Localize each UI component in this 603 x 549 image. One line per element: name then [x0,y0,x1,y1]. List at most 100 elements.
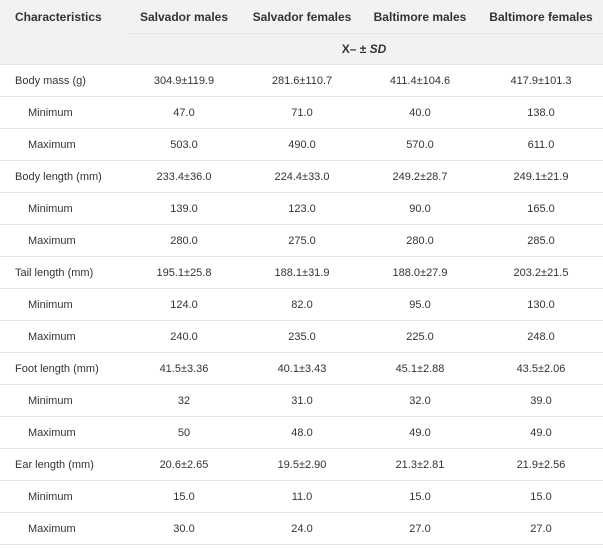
stat-header-row: X– ± SD [0,33,603,65]
header-row: Characteristics Salvador males Salvador … [0,0,603,34]
cell-baltimore-females: 611.0 [479,128,603,161]
cell-baltimore-females: 165.0 [479,192,603,225]
header-baltimore-females: Baltimore females [479,0,603,34]
cell-salvador-females: 235.0 [243,320,361,353]
cell-baltimore-males: 95.0 [361,288,479,321]
cell-baltimore-males: 21.3±2.81 [361,448,479,481]
cell-salvador-females: 188.1±31.9 [243,256,361,289]
row-label: Tail length (mm) [0,256,125,289]
row-label: Foot length (mm) [0,352,125,385]
cell-baltimore-males: 32.0 [361,384,479,417]
header-baltimore-males: Baltimore males [361,0,479,34]
row-label: Maximum [0,320,125,353]
table-row: Minimum 124.0 82.0 95.0 130.0 [0,288,603,321]
cell-baltimore-females: 138.0 [479,96,603,129]
table-row: Maximum 240.0 235.0 225.0 248.0 [0,320,603,353]
header-salvador-females: Salvador females [243,0,361,34]
cell-baltimore-males: 45.1±2.88 [361,352,479,385]
cell-salvador-females: 275.0 [243,224,361,257]
cell-salvador-males: 139.0 [125,192,243,225]
table-row: Minimum 47.0 71.0 40.0 138.0 [0,96,603,129]
table-row: Maximum 30.0 24.0 27.0 27.0 [0,512,603,545]
row-label: Body length (mm) [0,160,125,193]
cell-baltimore-females: 15.0 [479,480,603,513]
cell-salvador-males: 41.5±3.36 [125,352,243,385]
cell-salvador-males: 240.0 [125,320,243,353]
row-label: Minimum [0,384,125,417]
cell-baltimore-females: 203.2±21.5 [479,256,603,289]
cell-baltimore-females: 21.9±2.56 [479,448,603,481]
row-label: Minimum [0,96,125,129]
stat-label-sd: SD [369,42,387,56]
cell-salvador-females: 123.0 [243,192,361,225]
cell-salvador-males: 195.1±25.8 [125,256,243,289]
cell-salvador-males: 124.0 [125,288,243,321]
cell-salvador-females: 11.0 [243,480,361,513]
cell-baltimore-males: 570.0 [361,128,479,161]
row-label: Ear length (mm) [0,448,125,481]
cell-baltimore-females: 49.0 [479,416,603,449]
cell-salvador-females: 224.4±33.0 [243,160,361,193]
row-label: Minimum [0,192,125,225]
cell-salvador-females: 31.0 [243,384,361,417]
cell-salvador-males: 47.0 [125,96,243,129]
cell-salvador-females: 71.0 [243,96,361,129]
cell-salvador-males: 30.0 [125,512,243,545]
cell-baltimore-females: 130.0 [479,288,603,321]
cell-baltimore-females: 285.0 [479,224,603,257]
cell-salvador-females: 490.0 [243,128,361,161]
cell-salvador-males: 15.0 [125,480,243,513]
stat-header: X– ± SD [125,33,603,65]
stat-label-mean: X– ± [341,42,370,56]
cell-baltimore-females: 39.0 [479,384,603,417]
cell-baltimore-females: 417.9±101.3 [479,64,603,97]
cell-baltimore-males: 49.0 [361,416,479,449]
table-row: Foot length (mm) 41.5±3.36 40.1±3.43 45.1±2… [0,352,603,385]
cell-baltimore-males: 411.4±104.6 [361,64,479,97]
table-row: Ear length (mm) 20.6±2.65 19.5±2.90 21.3±2.… [0,448,603,481]
cell-baltimore-males: 280.0 [361,224,479,257]
cell-salvador-females: 40.1±3.43 [243,352,361,385]
row-label: Body mass (g) [0,64,125,97]
cell-baltimore-females: 43.5±2.06 [479,352,603,385]
cell-salvador-males: 233.4±36.0 [125,160,243,193]
cell-salvador-males: 32 [125,384,243,417]
table-row: Maximum 503.0 490.0 570.0 611.0 [0,128,603,161]
table-row: Maximum 50 48.0 49.0 49.0 [0,416,603,449]
row-label: Maximum [0,224,125,257]
cell-baltimore-males: 90.0 [361,192,479,225]
cell-baltimore-males: 225.0 [361,320,479,353]
cell-salvador-males: 20.6±2.65 [125,448,243,481]
row-label: Maximum [0,128,125,161]
cell-baltimore-males: 249.2±28.7 [361,160,479,193]
row-label: Minimum [0,480,125,513]
table-row: Body mass (g) 304.9±119.9 281.6±110.7 411.4… [0,64,603,97]
cell-salvador-females: 281.6±110.7 [243,64,361,97]
row-label: Maximum [0,512,125,545]
cell-baltimore-females: 249.1±21.9 [479,160,603,193]
table-row: Body length (mm) 233.4±36.0 224.4±33.0 249.… [0,160,603,193]
cell-salvador-males: 304.9±119.9 [125,64,243,97]
cell-salvador-females: 82.0 [243,288,361,321]
table-body: Body mass (g) 304.9±119.9 281.6±110.7 411.4… [0,64,603,545]
table-header: Characteristics Salvador males Salvador … [0,0,603,65]
cell-baltimore-males: 27.0 [361,512,479,545]
table-row: Minimum 139.0 123.0 90.0 165.0 [0,192,603,225]
cell-salvador-males: 503.0 [125,128,243,161]
header-characteristics: Characteristics [0,0,125,34]
cell-baltimore-males: 188.0±27.9 [361,256,479,289]
row-label: Minimum [0,288,125,321]
table-row: Maximum 280.0 275.0 280.0 285.0 [0,224,603,257]
cell-salvador-males: 280.0 [125,224,243,257]
cell-baltimore-males: 15.0 [361,480,479,513]
table-row: Minimum 32 31.0 32.0 39.0 [0,384,603,417]
stat-header-empty [0,33,125,65]
cell-salvador-females: 19.5±2.90 [243,448,361,481]
header-salvador-males: Salvador males [125,0,243,34]
cell-salvador-females: 24.0 [243,512,361,545]
cell-salvador-females: 48.0 [243,416,361,449]
table-row: Minimum 15.0 11.0 15.0 15.0 [0,480,603,513]
cell-baltimore-females: 27.0 [479,512,603,545]
table-row: Tail length (mm) 195.1±25.8 188.1±31.9 188.… [0,256,603,289]
